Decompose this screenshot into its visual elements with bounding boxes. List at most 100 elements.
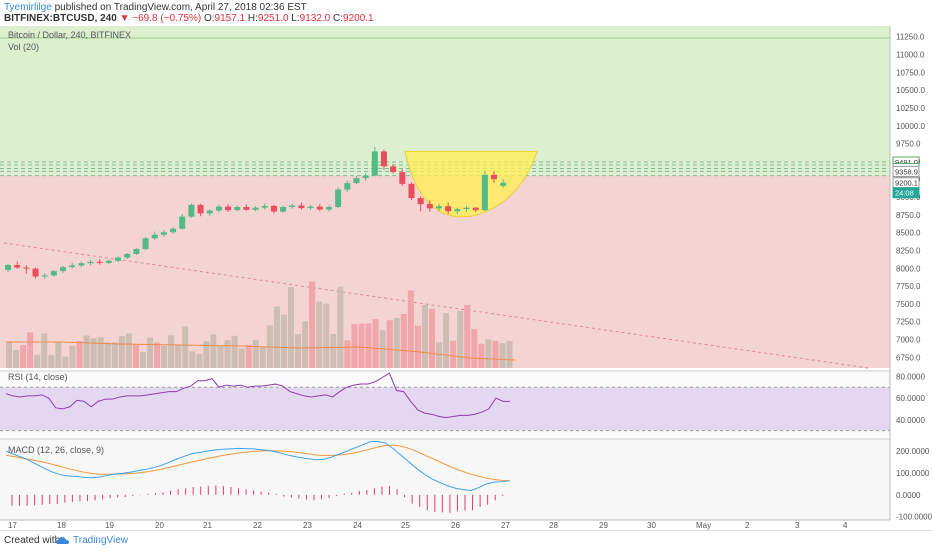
price-label-text: 24:08 [895, 189, 914, 198]
volume-bar [365, 323, 372, 368]
volume-bar [62, 356, 69, 368]
candle-up [307, 206, 314, 209]
volume-bar [55, 342, 62, 368]
candle-down [380, 151, 387, 167]
green-zone [0, 26, 890, 176]
volume-bar [27, 332, 34, 368]
macd-line [5, 441, 510, 491]
price-label-box [892, 187, 920, 199]
candle-up [215, 206, 222, 211]
volume-bar [492, 341, 499, 368]
time-tick-label: 28 [549, 521, 558, 530]
volume-bar [139, 352, 146, 368]
candle-up [481, 174, 488, 211]
volume-bar [6, 341, 12, 368]
chart-canvas[interactable]: 11250.0 11000.0 10750.0 10500.0 10250.0 10000… [0, 26, 932, 530]
volume-bar [499, 343, 506, 368]
candle-up [170, 228, 177, 233]
volume-bar [252, 339, 259, 368]
volume-bar [421, 305, 428, 368]
macd-tick-label: 0.0000 [896, 491, 921, 500]
candle-up [344, 183, 351, 190]
symbol-label: BITFINEX:BTCUSD, 240 [4, 13, 117, 24]
macd-tick-label: -100.0000 [896, 513, 932, 522]
price-tick-label: 11000.0 [896, 51, 925, 60]
candle-down [298, 205, 305, 209]
axes: 11250.0 11000.0 10750.0 10500.0 10250.0 10000… [0, 26, 932, 530]
volume-bar [41, 333, 48, 368]
volume-bar [485, 339, 492, 368]
price-tick-label: 6750.0 [896, 353, 921, 362]
volume-bar [280, 314, 287, 368]
macd-pane[interactable] [0, 438, 890, 520]
time-tick-label: 26 [451, 521, 460, 530]
author-link[interactable]: Tyemirlilge [4, 2, 52, 13]
volume-bar [259, 346, 266, 368]
time-tick-label: 19 [105, 521, 114, 530]
volume-bar [393, 318, 400, 368]
volume-bar [161, 345, 168, 368]
time-tick-label: 21 [203, 521, 212, 530]
price-label-text: 9358.9 [895, 167, 918, 176]
price-label-text: 9491.0 [895, 158, 918, 167]
volume-bar [288, 287, 294, 368]
candle-up [87, 261, 94, 264]
open-value: 9157.1 [214, 13, 246, 24]
volume-bar [309, 281, 316, 368]
volume-bar [351, 324, 358, 368]
volume-bar [97, 337, 104, 368]
close-value: 9200.1 [343, 13, 374, 24]
low-label: L: [291, 13, 300, 24]
tradingview-brand-link[interactable]: TradingView [73, 535, 129, 546]
price-tick-label: 8250.0 [896, 246, 921, 255]
candle-up [151, 234, 158, 239]
volume-bar [414, 325, 421, 368]
time-tick-label: 30 [647, 521, 656, 530]
volume-bar [154, 342, 161, 368]
price-tick-label: 9750.0 [896, 140, 921, 149]
time-tick-label: 4 [843, 521, 848, 530]
volume-bar [450, 340, 457, 368]
time-tick-label: 23 [303, 521, 312, 530]
macd-pane-title: MACD (12, 26, close, 9) [8, 445, 104, 455]
time-tick-label: 17 [8, 521, 17, 530]
time-tick-label: 25 [401, 521, 410, 530]
rsi-line [5, 372, 511, 419]
candle-up [69, 265, 76, 268]
time-tick-label: 24 [353, 521, 362, 530]
high-value: 9251.0 [257, 13, 289, 24]
candle-up [105, 260, 112, 263]
rsi-band [0, 387, 890, 431]
candle-up [188, 204, 195, 217]
price-tick-label: 7250.0 [896, 318, 921, 327]
price-tick-label: 7500.0 [896, 300, 921, 309]
candle-up [115, 257, 122, 261]
candle-down [491, 174, 498, 180]
created-with-text: Created with [4, 535, 61, 546]
rsi-pane[interactable] [0, 370, 890, 436]
volume-bar [231, 335, 238, 368]
open-label: O: [203, 13, 215, 24]
volume-bar [330, 334, 337, 368]
down-arrow-icon: ▼ [119, 13, 130, 24]
volume-bar [83, 335, 90, 368]
main-pane[interactable] [0, 26, 890, 369]
volume-bar [344, 340, 351, 368]
price-tick-label: 11250.0 [896, 33, 925, 42]
price-tick-label: 10250.0 [896, 104, 925, 113]
close-label: C: [333, 13, 344, 24]
candle-up [435, 206, 442, 209]
volume-bar [400, 314, 407, 368]
candle-up [325, 206, 332, 210]
volume-bar [125, 333, 132, 368]
time-axis-background [0, 521, 932, 530]
volume-bar [147, 337, 153, 368]
volume-bar [175, 344, 182, 368]
volume-bar [168, 335, 175, 368]
price-tick-label: 8000.0 [896, 264, 921, 273]
main-pane-title: Bitcoin / Dollar, 240, BITFINEX [8, 30, 131, 40]
volume-bar [436, 342, 443, 368]
price-tick-label: 8750.0 [896, 211, 921, 220]
candle-down [270, 205, 277, 212]
publish-line: Tyemirlilge published on TradingView.com… [4, 2, 307, 13]
